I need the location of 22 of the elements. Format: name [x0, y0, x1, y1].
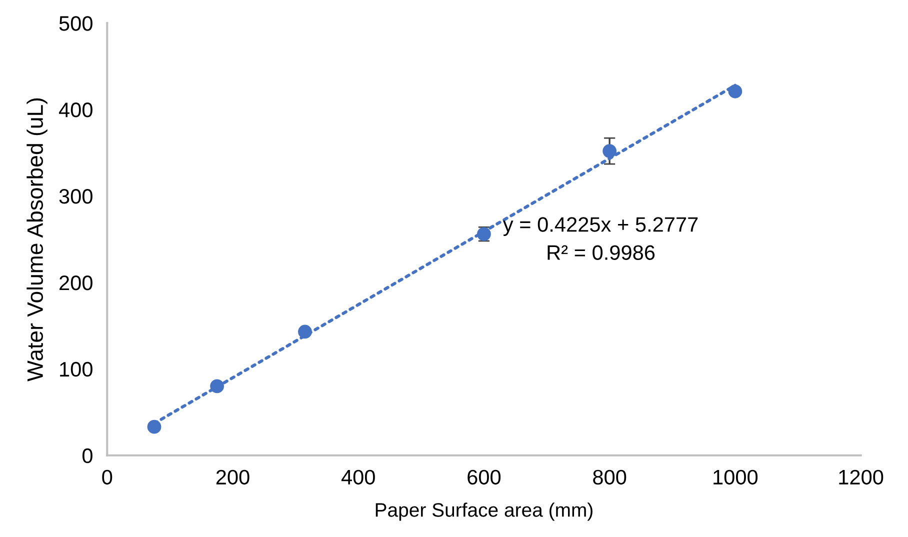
x-axis-title: Paper Surface area (mm) — [376, 502, 592, 521]
y-tick-label: 300 — [59, 189, 92, 204]
annotation: R² = 0.9986 — [548, 245, 655, 260]
y-tick-label: 500 — [59, 16, 92, 31]
x-tick-label: 0 — [102, 470, 112, 485]
x-tick-label: 200 — [216, 470, 250, 485]
point — [210, 379, 224, 394]
x-tick-label: 1200 — [839, 470, 884, 485]
x-tick-label: 600 — [468, 470, 501, 485]
x-tick-label: 800 — [593, 470, 626, 485]
y-tick-label: 100 — [60, 362, 92, 377]
y-tick-label: 200 — [60, 275, 92, 290]
point — [602, 144, 617, 158]
y-axis-title: Water Volume Absorbed (uL) — [26, 98, 48, 382]
point — [147, 420, 162, 434]
y-tick-label: 0 — [82, 448, 92, 464]
annotation: y = 0.4225x + 5.2777 — [502, 217, 698, 236]
x-tick-label: 400 — [341, 470, 375, 485]
point — [298, 324, 312, 339]
x-tick-label: 1000 — [714, 470, 758, 485]
point — [728, 84, 742, 98]
y-tick-label: 400 — [58, 102, 92, 118]
